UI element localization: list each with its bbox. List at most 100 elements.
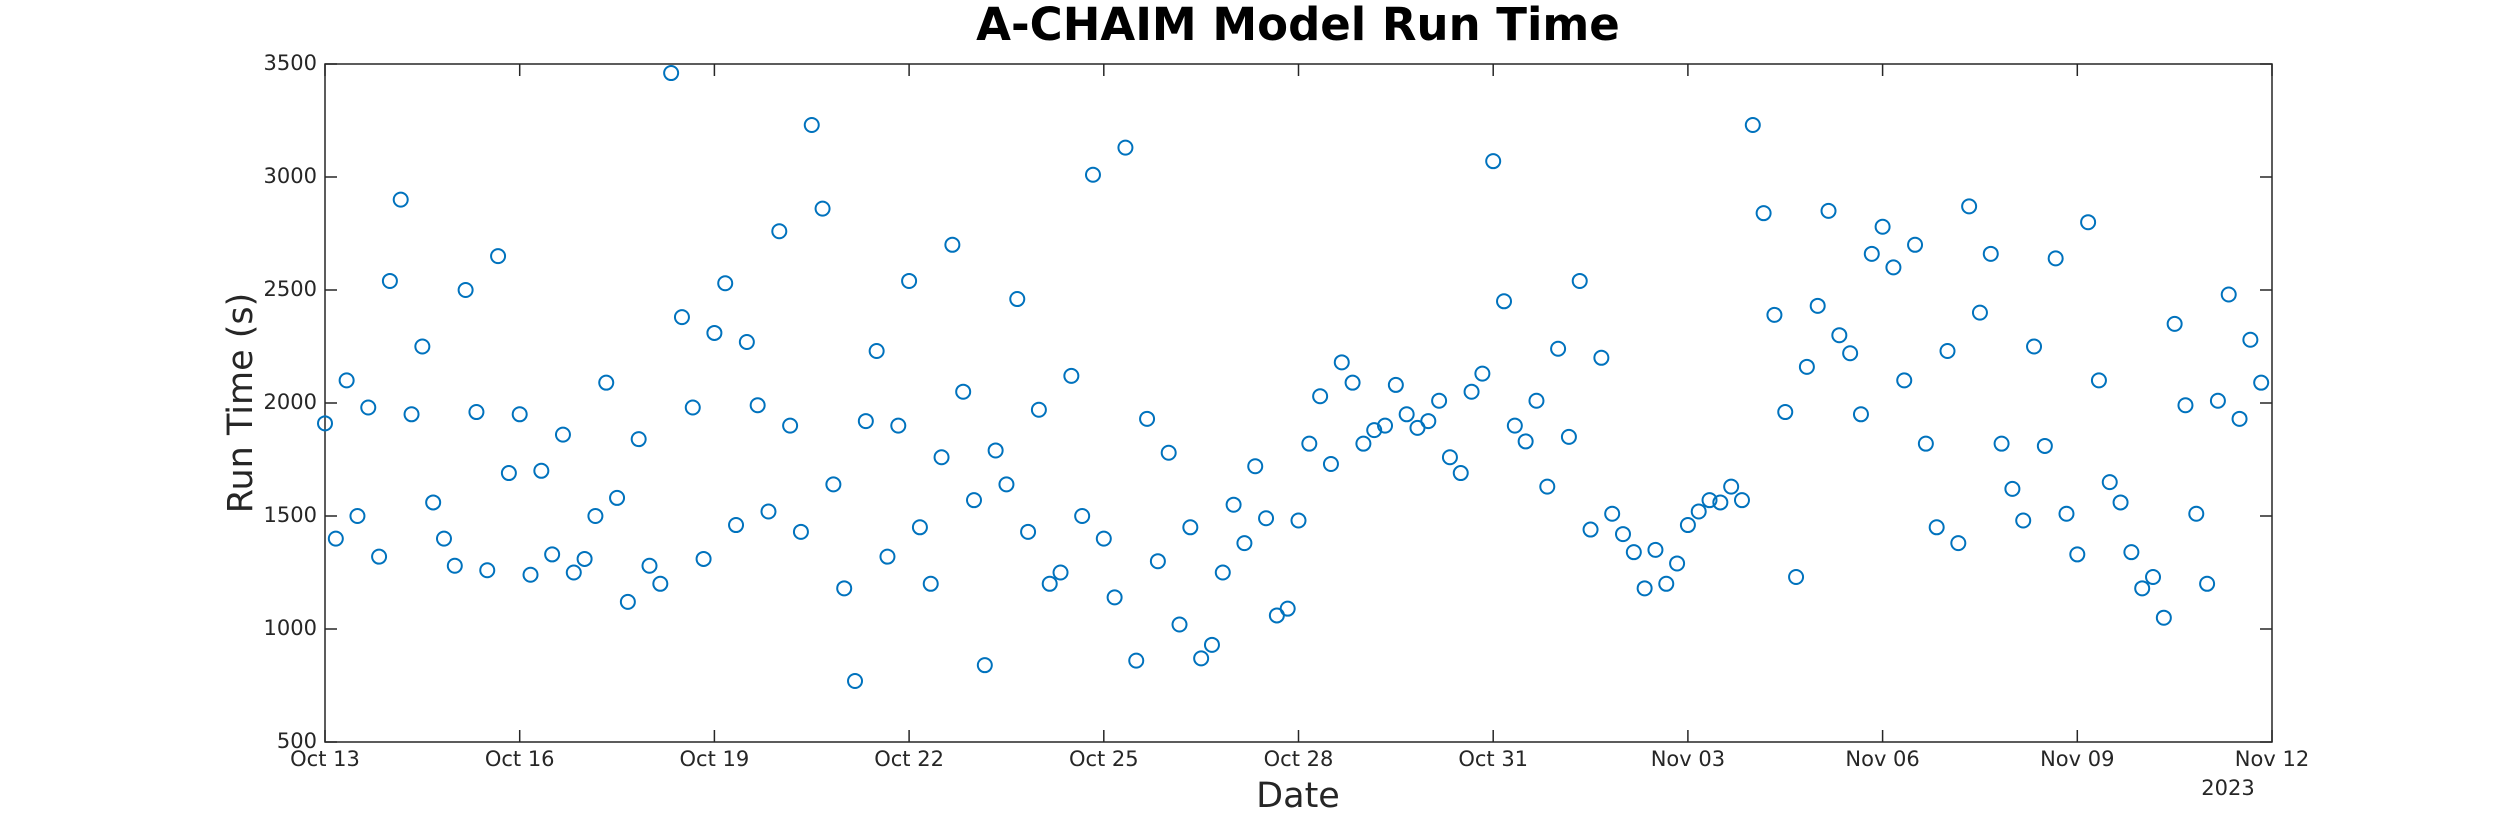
- data-point: [392, 191, 409, 208]
- data-point: [1896, 372, 1913, 389]
- data-point: [1128, 652, 1145, 669]
- data-point: [2220, 286, 2237, 303]
- data-point: [1139, 410, 1156, 427]
- x-tick-label: Nov 09: [2040, 747, 2114, 771]
- data-point: [1809, 297, 1826, 314]
- data-point: [1485, 153, 1502, 170]
- data-point: [771, 223, 788, 240]
- data-point: [1647, 541, 1664, 558]
- data-point: [2145, 569, 2162, 586]
- data-point: [1463, 383, 1480, 400]
- data-point: [2209, 392, 2226, 409]
- x-tick-label: Nov 12: [2235, 747, 2309, 771]
- y-axis-label: Run Time (s): [221, 293, 261, 514]
- data-point: [1755, 205, 1772, 222]
- data-point: [1874, 218, 1891, 235]
- data-point: [1701, 492, 1718, 509]
- x-tick-label: Oct 19: [680, 747, 750, 771]
- data-point: [1322, 456, 1339, 473]
- data-point: [728, 517, 745, 534]
- data-point: [749, 397, 766, 414]
- data-point: [782, 417, 799, 434]
- data-point: [1506, 417, 1523, 434]
- data-point: [1712, 494, 1729, 511]
- data-point: [2253, 374, 2270, 391]
- data-point: [2080, 214, 2097, 231]
- data-point: [403, 406, 420, 423]
- data-point: [360, 399, 377, 416]
- data-point: [2101, 474, 2118, 491]
- year-label: 2023: [2201, 776, 2254, 800]
- data-point: [933, 449, 950, 466]
- data-point: [1625, 544, 1642, 561]
- y-tick-label: 3000: [264, 164, 317, 188]
- data-point: [814, 200, 831, 217]
- data-point: [1517, 433, 1534, 450]
- data-point: [1074, 508, 1091, 524]
- data-point: [890, 417, 907, 434]
- data-point: [446, 557, 463, 574]
- data-point: [349, 508, 366, 524]
- y-tick-label: 500: [277, 729, 317, 753]
- data-point: [1084, 166, 1101, 183]
- data-point: [1160, 444, 1177, 461]
- data-point: [684, 399, 701, 416]
- data-point: [1474, 365, 1491, 382]
- data-point: [1377, 417, 1394, 434]
- data-point: [338, 372, 355, 389]
- data-point: [1593, 349, 1610, 366]
- data-point: [1788, 569, 1805, 586]
- data-point: [1398, 406, 1415, 423]
- data-point: [1690, 503, 1707, 520]
- data-point: [1496, 293, 1513, 310]
- data-point: [2069, 546, 2086, 563]
- data-point: [1214, 564, 1231, 581]
- data-point: [955, 383, 972, 400]
- data-point: [987, 442, 1004, 459]
- data-point: [1052, 564, 1069, 581]
- data-point: [1301, 435, 1318, 452]
- data-point: [598, 374, 615, 391]
- data-point: [2047, 250, 2064, 267]
- data-point: [2090, 372, 2107, 389]
- data-point: [1225, 496, 1242, 513]
- data-point: [1020, 523, 1037, 540]
- data-point: [2123, 544, 2140, 561]
- data-point: [1950, 535, 1967, 552]
- data-point: [1863, 245, 1880, 262]
- data-point: [2015, 512, 2032, 529]
- data-point: [1658, 575, 1675, 592]
- data-point: [381, 272, 398, 289]
- data-point: [2004, 480, 2021, 497]
- y-tick-label: 3500: [264, 51, 317, 75]
- data-point: [1798, 358, 1815, 375]
- data-point: [1777, 404, 1794, 421]
- y-tick-label: 2500: [264, 277, 317, 301]
- data-point: [1333, 354, 1350, 371]
- data-point: [1117, 139, 1134, 156]
- data-point: [1366, 422, 1383, 439]
- data-point: [576, 550, 593, 567]
- data-point: [511, 406, 528, 423]
- data-point: [1387, 376, 1404, 393]
- data-point: [1550, 340, 1567, 357]
- x-tick-label: Oct 28: [1264, 747, 1334, 771]
- x-tick-label: Nov 03: [1651, 747, 1725, 771]
- data-point: [1679, 517, 1696, 534]
- x-tick-label: Oct 13: [290, 747, 360, 771]
- data-point: [1106, 589, 1123, 606]
- data-point: [317, 415, 333, 432]
- data-point: [1831, 327, 1848, 344]
- data-point: [922, 575, 939, 592]
- data-point: [879, 548, 896, 565]
- y-tick-label: 1500: [264, 503, 317, 527]
- data-point: [1993, 435, 2010, 452]
- data-point: [1539, 478, 1556, 495]
- data-point: [1636, 580, 1653, 597]
- data-point: [738, 333, 755, 350]
- data-point: [1247, 458, 1264, 475]
- data-point: [609, 489, 626, 506]
- data-point: [1279, 600, 1296, 617]
- data-point: [1582, 521, 1599, 538]
